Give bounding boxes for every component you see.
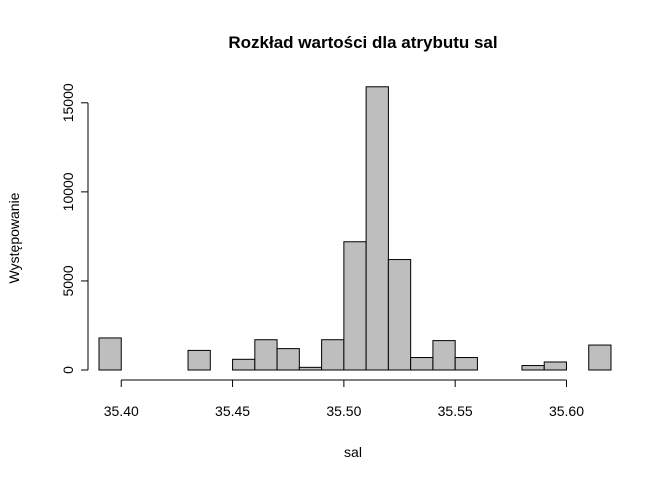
histogram-bar: [276, 348, 300, 371]
x-tick-label: 35.55: [438, 403, 473, 419]
x-tick-label: 35.45: [215, 403, 250, 419]
histogram-bar: [232, 358, 256, 371]
x-axis-label: sal: [344, 444, 362, 460]
histogram-bar: [187, 349, 211, 371]
histogram-bar: [365, 86, 389, 371]
x-tick-label: 35.40: [104, 403, 139, 419]
histogram-bar: [98, 337, 122, 371]
y-axis: 0 5000 10000 15000: [60, 83, 89, 374]
histogram-bar: [298, 366, 323, 371]
y-tick-label: 15000: [60, 83, 76, 122]
histogram-bar: [454, 357, 478, 371]
x-axis: 35.40 35.45 35.50 35.55 35.60: [104, 379, 584, 419]
histogram-bar: [321, 339, 345, 371]
histogram-bar: [588, 344, 612, 371]
y-tick-label: 10000: [60, 172, 76, 211]
histogram-bars: [98, 86, 612, 371]
histogram-bar: [343, 241, 367, 371]
histogram-bar: [387, 259, 412, 371]
histogram-bar: [543, 361, 567, 371]
y-tick-label: 0: [60, 366, 76, 374]
histogram-bar: [410, 357, 434, 371]
histogram-bar: [254, 339, 278, 371]
histogram-bar: [521, 365, 545, 371]
x-tick-label: 35.60: [549, 403, 584, 419]
y-axis-label: Występowanie: [6, 192, 22, 283]
chart-title: Rozkład wartości dla atrybutu sal: [228, 33, 497, 52]
y-tick-label: 5000: [60, 265, 76, 296]
histogram-bar: [432, 340, 456, 371]
x-tick-label: 35.50: [326, 403, 361, 419]
